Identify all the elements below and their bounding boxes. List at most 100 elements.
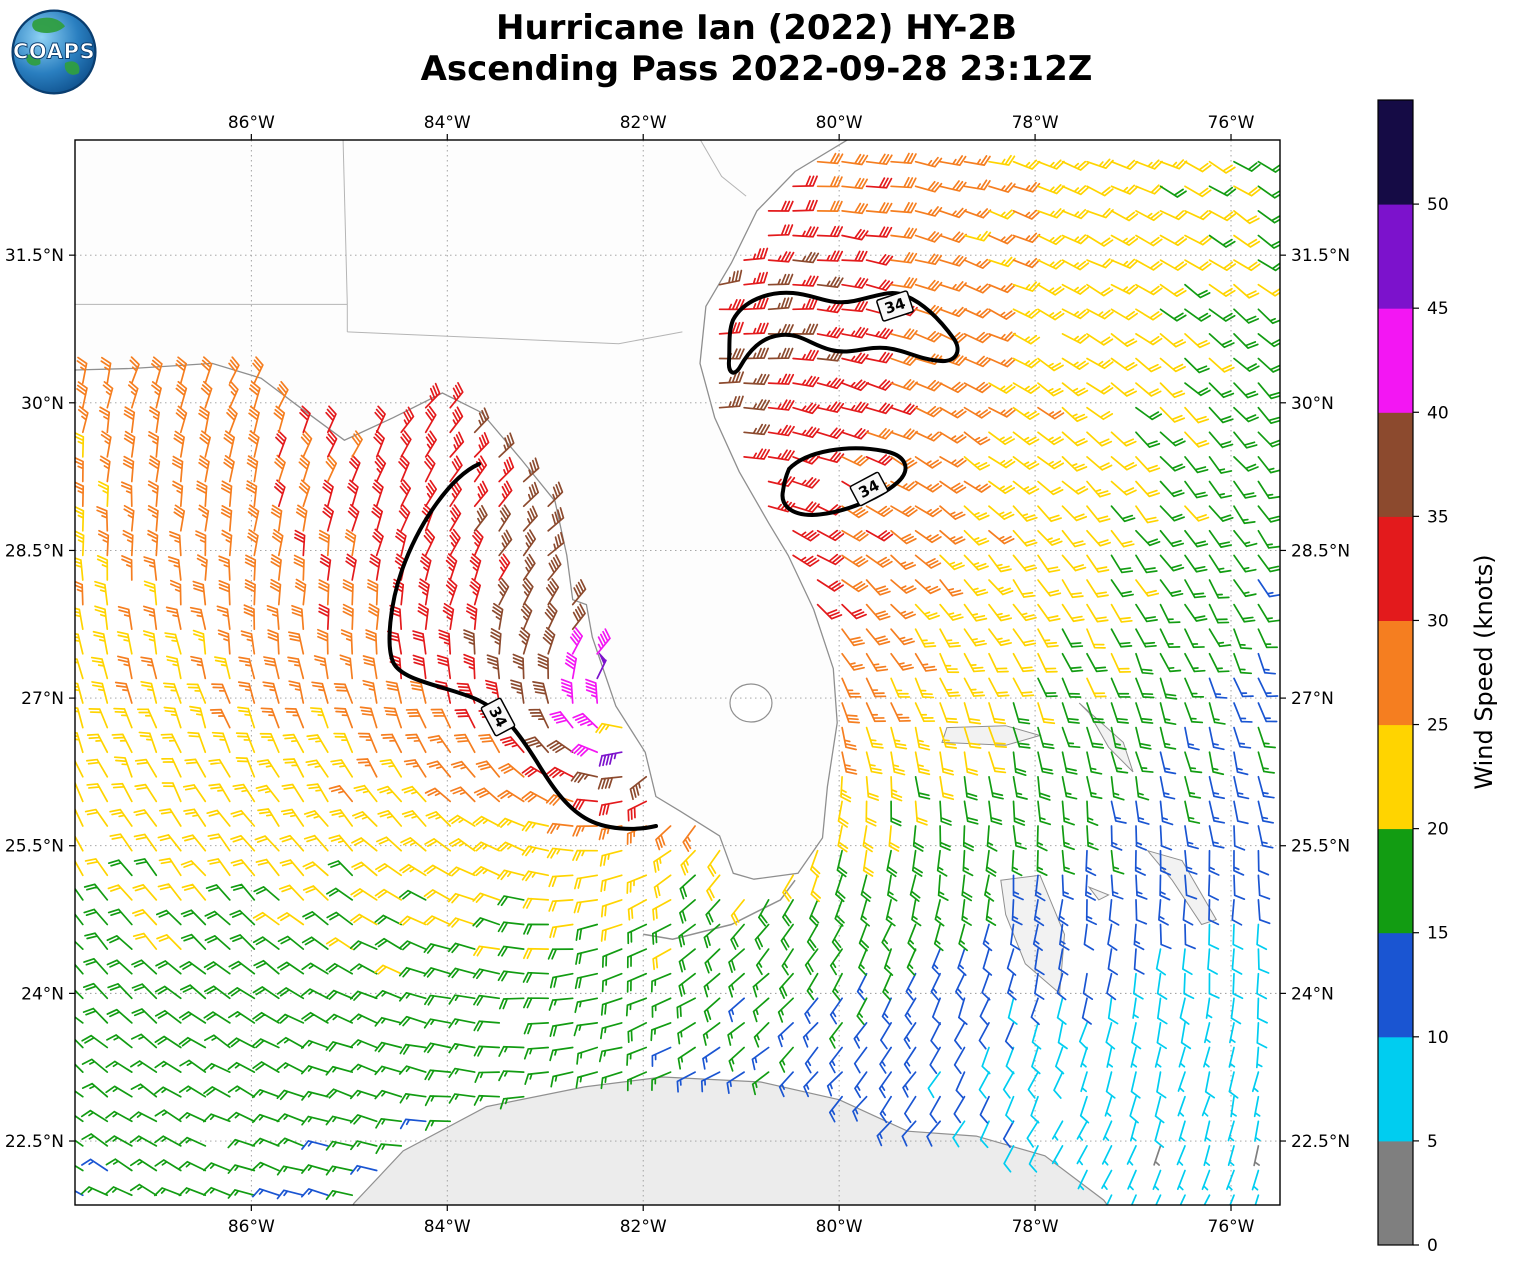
wind-barb <box>929 1095 941 1124</box>
wind-barb <box>147 505 159 532</box>
wind-barb <box>1012 800 1026 826</box>
wind-barb <box>1077 1169 1088 1191</box>
wind-barb <box>777 997 794 1023</box>
wind-barb <box>939 825 951 851</box>
wind-barb <box>84 808 109 827</box>
wind-barb <box>1086 234 1114 247</box>
wind-barb <box>549 711 574 729</box>
wind-barb <box>107 859 133 877</box>
wind-barb <box>106 1008 133 1024</box>
wind-barb <box>1012 603 1037 622</box>
wind-barb <box>1159 603 1181 624</box>
wind-barb <box>1086 628 1106 649</box>
wind-barb <box>325 1189 354 1201</box>
wind-barb <box>1061 554 1087 572</box>
lake-okeechobee <box>729 683 773 723</box>
wind-barb <box>240 630 256 655</box>
wind-barb <box>988 209 1016 220</box>
wind-barb <box>1156 1022 1167 1050</box>
wind-barb <box>1151 1194 1162 1205</box>
wind-barb <box>1256 923 1268 951</box>
wind-barb <box>1158 899 1169 926</box>
colorbar-bin <box>1378 308 1413 413</box>
wind-barb <box>199 430 211 458</box>
wind-barb <box>83 957 109 975</box>
lon-tick-label-bottom: 80°W <box>816 1217 863 1237</box>
wind-barb <box>303 810 329 827</box>
wind-barb <box>767 273 794 286</box>
wind-barb <box>130 1060 158 1073</box>
wind-barb <box>1208 210 1237 222</box>
wind-barb <box>865 202 893 214</box>
wind-barb <box>939 726 958 749</box>
lon-tick-label-bottom: 82°W <box>620 1217 667 1237</box>
wind-barb <box>1061 480 1089 495</box>
wind-barb <box>1012 677 1035 697</box>
wind-barb <box>1233 628 1253 650</box>
wind-barb <box>914 405 943 418</box>
wind-barb <box>1183 972 1195 1000</box>
state-border <box>342 140 348 305</box>
wind-barb <box>865 351 894 364</box>
wind-barb <box>890 505 918 518</box>
wind-barb <box>680 849 696 876</box>
wind-barb <box>267 629 280 655</box>
wind-barb <box>497 895 525 907</box>
wind-barb <box>123 504 135 532</box>
wind-barb <box>99 455 111 483</box>
wind-barb <box>596 628 611 655</box>
wind-barb <box>914 529 942 544</box>
wind-barb <box>198 504 210 532</box>
wind-barb <box>629 775 648 801</box>
wind-barb <box>1233 456 1259 472</box>
wind-barb <box>1233 480 1257 499</box>
wind-barb <box>1257 899 1271 925</box>
wind-barb <box>510 679 525 704</box>
wind-barb <box>1012 825 1027 850</box>
wind-barb <box>75 781 84 803</box>
wind-barb <box>816 250 844 262</box>
wind-barb <box>703 923 721 949</box>
globe-landmass <box>32 17 66 33</box>
wind-barb <box>1233 726 1252 749</box>
wind-barb <box>1184 160 1212 173</box>
wind-barb <box>1086 431 1113 447</box>
wind-barb <box>472 865 501 877</box>
wind-barb <box>1184 825 1199 850</box>
wind-barb <box>350 963 378 975</box>
wind-barb <box>227 987 256 1000</box>
wind-barb <box>886 849 898 878</box>
wind-barb <box>963 208 992 219</box>
wind-barb <box>217 629 231 655</box>
wind-barb <box>252 1061 280 1073</box>
wind-barb <box>77 405 89 434</box>
wind-barb <box>1036 825 1048 852</box>
wind-barb <box>728 948 745 973</box>
wind-barb <box>490 628 502 655</box>
wind-barb <box>412 654 427 680</box>
wind-barb <box>570 743 599 757</box>
wind-barb <box>167 556 182 581</box>
lon-tick-label-top: 86°W <box>228 113 275 133</box>
wind-barb <box>650 972 672 993</box>
wind-barb <box>1110 159 1139 170</box>
wind-barb <box>375 1143 403 1155</box>
wind-barb <box>1135 308 1163 321</box>
wind-barb <box>474 1071 501 1083</box>
wind-barb <box>333 732 354 754</box>
wind-barb <box>1159 702 1177 726</box>
wind-barb <box>269 578 282 606</box>
wind-barb <box>963 230 992 242</box>
wind-barb <box>901 1120 917 1147</box>
wind-barb <box>403 759 427 778</box>
wind-barb <box>300 1065 329 1075</box>
wind-barb <box>777 1022 794 1048</box>
wind-barb <box>173 430 185 458</box>
wind-barb <box>158 857 182 877</box>
wind-barb <box>96 554 109 581</box>
wind-barb <box>1257 333 1280 348</box>
wind-barb <box>988 282 1016 294</box>
wind-barb <box>1135 825 1148 851</box>
wind-barb <box>155 909 182 926</box>
wind-barb <box>130 1083 158 1098</box>
